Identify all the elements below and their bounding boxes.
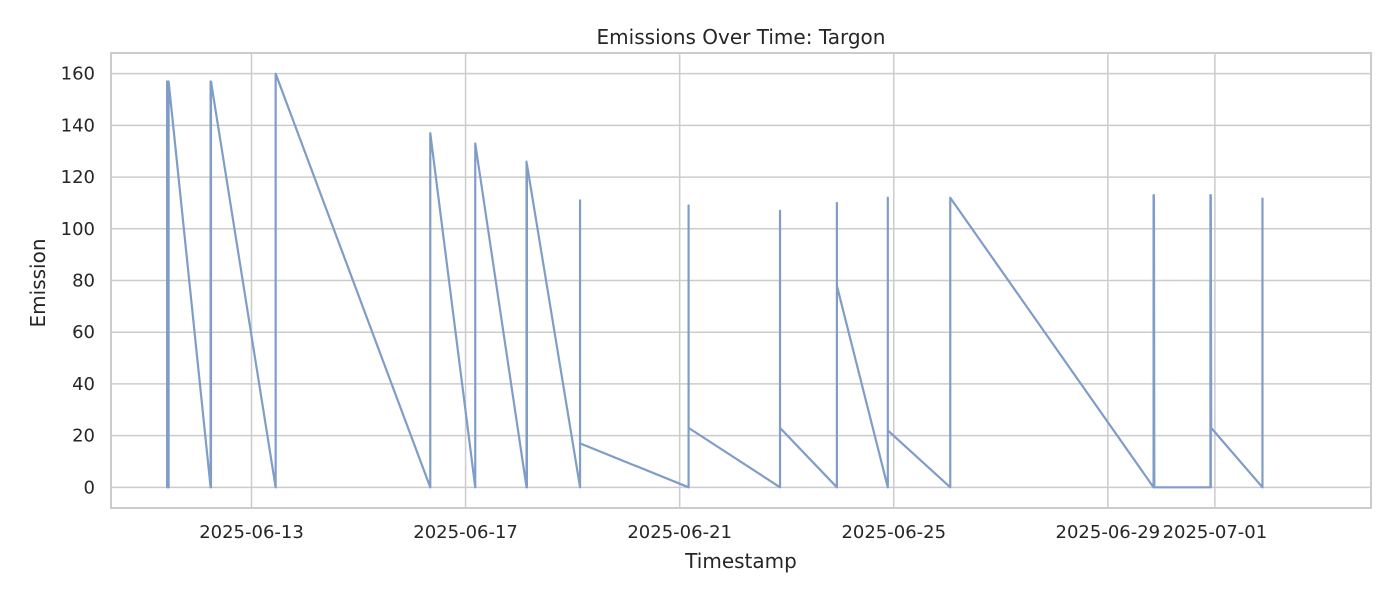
series-line	[166, 72, 1264, 489]
tick-label-layer: 0 20 40 60 80 100 120 140 160 2025-06-13 2025-06-1…	[61, 64, 1268, 543]
x-tick-label: 2025-06-29	[1056, 522, 1161, 543]
y-tick-label: 100	[61, 219, 95, 240]
y-tick-label: 20	[72, 426, 95, 447]
x-tick-label: 2025-06-13	[199, 522, 304, 543]
y-tick-label: 0	[84, 477, 95, 498]
y-tick-label: 60	[72, 322, 95, 343]
x-axis-title: Timestamp	[684, 549, 797, 573]
plot-frame	[110, 52, 1372, 509]
y-tick-label: 120	[61, 167, 95, 188]
x-tick-label: 2025-06-25	[841, 522, 946, 543]
y-tick-label: 140	[61, 115, 95, 136]
x-tick-label: 2025-07-01	[1163, 522, 1268, 543]
x-tick-label: 2025-06-21	[627, 522, 732, 543]
chart-title: Emissions Over Time: Targon	[597, 25, 886, 49]
y-tick-label: 160	[61, 64, 95, 85]
series-layer	[166, 72, 1264, 489]
y-tick-label: 40	[72, 374, 95, 395]
y-axis-title: Emission	[26, 239, 50, 328]
y-tick-label: 80	[72, 271, 95, 292]
x-tick-label: 2025-06-17	[413, 522, 518, 543]
grid-layer	[111, 53, 1371, 508]
